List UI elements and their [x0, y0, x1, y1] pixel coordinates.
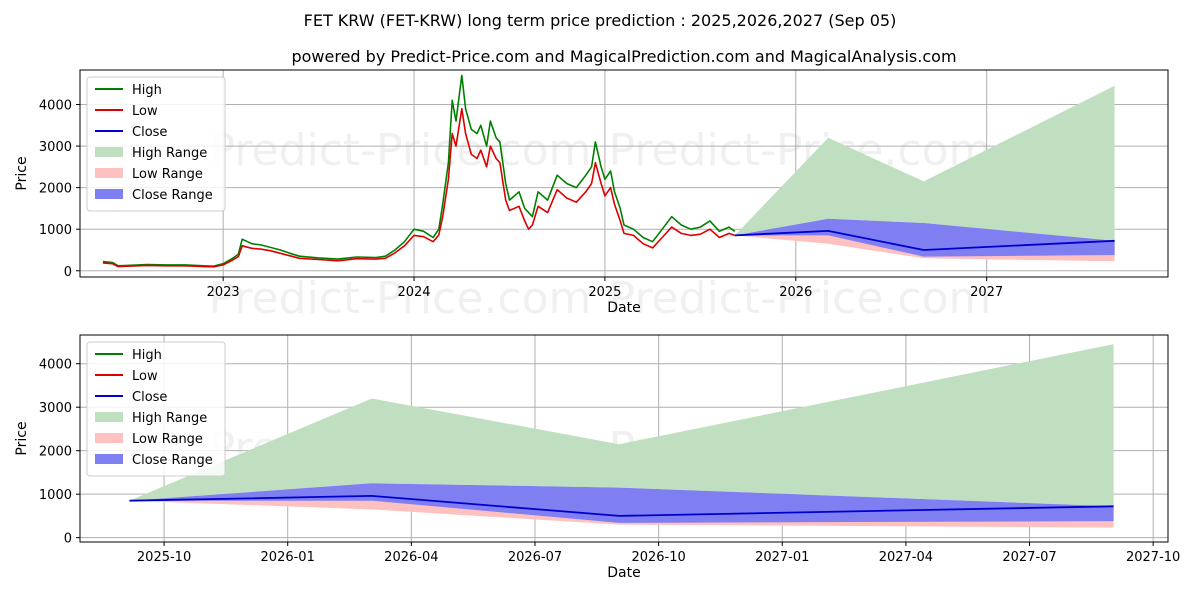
- legend-label: Low: [132, 104, 158, 119]
- y-tick-label: 4000: [39, 358, 72, 373]
- legend-low-range-swatch: [95, 168, 123, 178]
- x-tick-label: 2026-01: [261, 550, 315, 565]
- x-tick-label: 2024: [397, 285, 430, 300]
- chart-subtitle: powered by Predict-Price.com and Magical…: [291, 47, 956, 66]
- y-tick-label: 2000: [39, 182, 72, 197]
- x-tick-label: 2026: [779, 285, 812, 300]
- x-axis-label: Date: [607, 565, 640, 581]
- y-tick-label: 4000: [39, 99, 72, 114]
- watermark: Predict-Price.com: [209, 125, 592, 176]
- panel-history: Predict-Price.com Predict-Price.com Pred…: [14, 69, 1169, 324]
- x-tick-label: 2027-04: [879, 550, 933, 565]
- legend-label: Close Range: [132, 453, 213, 468]
- legend: High Low Close High Range Low Range Close Ran…: [86, 341, 226, 477]
- legend-close-range-swatch: [95, 189, 123, 199]
- x-tick-label: 2025: [588, 285, 621, 300]
- plot-frame: [79, 69, 1169, 278]
- legend-high-range-swatch: [95, 412, 123, 422]
- y-tick-label: 0: [64, 532, 72, 547]
- y-ticks: 0 1000 2000 3000 4000: [39, 99, 80, 280]
- legend-label: Close: [132, 390, 167, 405]
- low-line: [102, 107, 735, 268]
- legend-label: Close: [132, 125, 167, 140]
- watermark: Predict-Price.com: [209, 273, 592, 324]
- legend-label: Low: [132, 369, 158, 384]
- plot-frame: [79, 334, 1169, 543]
- series-lines: [129, 494, 1114, 517]
- legend-high-range-swatch: [95, 147, 123, 157]
- panel-forecast: Predict-Price.com Predict-Price.com 2025…: [14, 334, 1180, 581]
- legend-label: Close Range: [132, 188, 213, 203]
- legend: High Low Close High Range Low Range Close Ran…: [86, 76, 226, 212]
- legend-low-range-swatch: [95, 433, 123, 443]
- x-tick-label: 2027-07: [1002, 550, 1056, 565]
- close-line: [129, 494, 1114, 517]
- y-ticks: 0 1000 2000 3000 4000: [39, 358, 80, 547]
- legend-label: High: [132, 83, 162, 98]
- x-axis-label: Date: [607, 300, 640, 316]
- x-tick-label: 2025-10: [137, 550, 191, 565]
- legend-label: High Range: [132, 411, 207, 426]
- watermark: Predict-Price.com: [609, 273, 992, 324]
- legend-label: High: [132, 348, 162, 363]
- range-areas: [734, 85, 1115, 262]
- y-tick-label: 3000: [39, 401, 72, 416]
- x-tick-label: 2026-07: [508, 550, 562, 565]
- chart-title: FET KRW (FET-KRW) long term price predic…: [304, 11, 897, 30]
- x-ticks: 2025-10 2026-01 2026-04 2026-07 2026-10 2027-…: [137, 542, 1180, 565]
- series-lines: [102, 74, 1115, 268]
- high-range-area: [129, 344, 1114, 507]
- x-ticks: 2023 2024 2025 2026 2027: [207, 277, 1003, 300]
- y-tick-label: 2000: [39, 445, 72, 460]
- x-tick-label: 2023: [207, 285, 240, 300]
- x-tick-label: 2027-01: [755, 550, 809, 565]
- y-tick-label: 1000: [39, 223, 72, 238]
- legend-label: High Range: [132, 146, 207, 161]
- x-tick-label: 2026-04: [384, 550, 438, 565]
- legend-close-range-swatch: [95, 454, 123, 464]
- x-tick-label: 2026-10: [631, 550, 685, 565]
- high-range-area: [734, 85, 1115, 241]
- close-range-area: [129, 483, 1114, 523]
- y-tick-label: 0: [64, 265, 72, 280]
- y-axis-label: Price: [14, 421, 30, 455]
- close-range-area: [734, 218, 1115, 257]
- legend-label: Low Range: [132, 432, 203, 447]
- y-tick-label: 3000: [39, 140, 72, 155]
- x-tick-label: 2027-10: [1126, 550, 1180, 565]
- y-tick-label: 1000: [39, 488, 72, 503]
- legend-label: Low Range: [132, 167, 203, 182]
- range-areas: [129, 344, 1114, 528]
- high-line: [102, 74, 736, 268]
- x-tick-label: 2027: [970, 285, 1003, 300]
- y-axis-label: Price: [14, 156, 30, 190]
- close-line: [734, 229, 1115, 251]
